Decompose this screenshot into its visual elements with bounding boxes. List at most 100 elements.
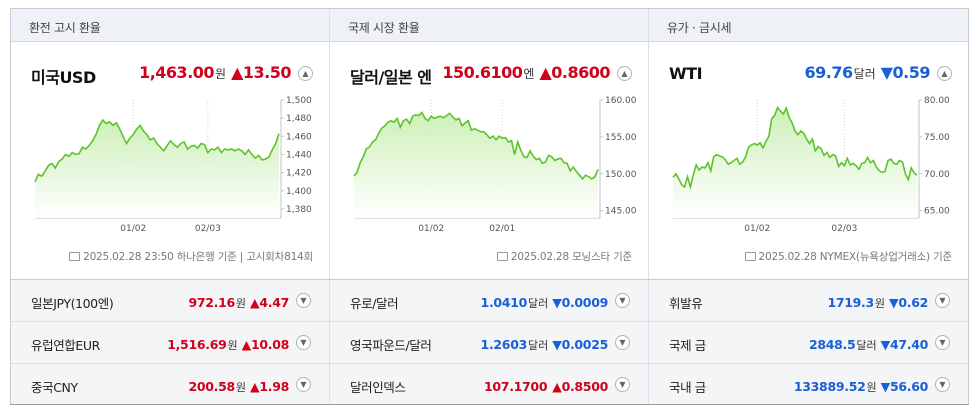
x-tick-label: 01/02	[418, 224, 444, 234]
rate-item[interactable]: 중국CNY 200.58원 ▲1.98 ▼	[11, 364, 330, 404]
rate-item[interactable]: 유럽연합EUR 1,516.69원 ▲10.08 ▼	[11, 322, 330, 363]
item-change: ▼56.60	[880, 379, 929, 394]
wti-chart: 01/02 02/03 80.00 75.00 70.00 65.00	[672, 96, 950, 234]
item-value: 1,516.69원 ▲10.08	[167, 334, 289, 353]
series-line	[353, 111, 599, 181]
y-tick-label: 1,500	[286, 96, 312, 106]
chevron-down-icon[interactable]: ▼	[296, 335, 311, 350]
panel-header[interactable]: 유가 · 금시세	[649, 9, 968, 42]
y-tick-label: 1,480	[286, 114, 312, 124]
y-tick-label: 80.00	[924, 96, 950, 106]
price: 69.76	[804, 63, 854, 82]
y-tick-label: 1,460	[286, 132, 312, 142]
item-unit: 원	[227, 339, 238, 352]
item-change: ▲0.8500	[552, 379, 608, 394]
panel-intl: 국제 시장 환율 달러/일본 엔 150.6100엔 ▲0.8600 ▲ 01/0…	[330, 9, 649, 279]
rate-list-row: 일본JPY(100엔) 972.16원 ▲4.47 ▼ 유로/달러 1.0410달러 ▼0…	[11, 280, 968, 322]
rate-item[interactable]: 유로/달러 1.0410달러 ▼0.0009 ▼	[330, 280, 649, 321]
item-change: ▼0.62	[889, 295, 928, 310]
chevron-down-icon[interactable]: ▼	[935, 377, 950, 392]
y-tick-label: 150.00	[605, 170, 637, 180]
chevron-down-icon[interactable]: ▼	[615, 335, 630, 350]
item-value: 972.16원 ▲4.47	[188, 292, 289, 311]
change-arrow: ▼	[880, 63, 893, 82]
note-text: 2025.02.28 23:50 하나은행 기준 | 고시회차814회	[83, 251, 313, 263]
area-fill	[35, 120, 279, 218]
panel-header[interactable]: 환전 고시 환율	[11, 9, 329, 42]
y-tick-label: 1,380	[286, 205, 312, 215]
rate-item[interactable]: 달러인덱스 107.1700 ▲0.8500 ▼	[330, 364, 649, 404]
x-tick-label: 01/02	[120, 224, 146, 234]
panel-header[interactable]: 국제 시장 환율	[330, 9, 648, 42]
change-value: 47.40	[889, 337, 928, 352]
item-unit: 원	[235, 297, 247, 310]
chevron-up-icon[interactable]: ▲	[298, 66, 313, 81]
change-arrow: ▼	[552, 295, 562, 310]
chevron-down-icon[interactable]: ▼	[935, 335, 950, 350]
change-value: 1.98	[259, 379, 289, 394]
item-change: ▼0.0009	[552, 295, 608, 310]
item-change: ▼47.40	[881, 337, 929, 352]
item-change: ▼0.0025	[552, 337, 608, 352]
price: 1,463.00	[139, 63, 215, 82]
change-value: 0.8500	[561, 379, 609, 394]
item-name: 영국파운드/달러	[350, 338, 432, 353]
item-unit: 원	[866, 381, 877, 394]
change-arrow: ▼	[552, 337, 562, 352]
item-unit: 달러	[527, 297, 549, 310]
rate-value: 69.76달러 ▼0.59	[805, 63, 931, 82]
chevron-up-icon[interactable]: ▲	[617, 66, 632, 81]
item-unit: 원	[874, 297, 886, 310]
change-arrow: ▲	[250, 379, 260, 394]
currency-name: 미국USD	[31, 68, 96, 87]
price: 150.6100	[442, 63, 523, 82]
chevron-down-icon[interactable]: ▼	[296, 377, 311, 392]
main-rate-row[interactable]: 미국USD 1,463.00원 ▲13.50 ▲	[31, 62, 313, 87]
chevron-up-icon[interactable]: ▲	[937, 66, 952, 81]
item-value: 200.58원 ▲1.98	[188, 376, 289, 395]
chevron-down-icon[interactable]: ▼	[615, 377, 630, 392]
source-note: 2025.02.28 NYMEX(뉴욕상업거래소) 기준	[744, 249, 953, 264]
item-price: 133889.52	[793, 379, 866, 394]
item-name: 일본JPY(100엔)	[31, 296, 114, 311]
rate-item[interactable]: 국제 금 2848.5달러 ▼47.40 ▼	[649, 322, 968, 363]
item-value: 107.1700 ▲0.8500	[484, 376, 608, 395]
item-price: 107.1700	[484, 379, 548, 394]
panel-oil-gold: 유가 · 금시세 WTI 69.76달러 ▼0.59 ▲ 01/02 02/03 80…	[649, 9, 968, 279]
item-value: 1.0410달러 ▼0.0009	[481, 292, 609, 311]
item-value: 1719.3원 ▼0.62	[827, 292, 928, 311]
chevron-down-icon[interactable]: ▼	[296, 293, 311, 308]
item-unit: 달러	[527, 339, 549, 352]
y-tick-label: 160.00	[605, 96, 637, 106]
change: ▲0.8600	[539, 63, 610, 82]
rate-item[interactable]: 일본JPY(100엔) 972.16원 ▲4.47 ▼	[11, 280, 330, 321]
chevron-down-icon[interactable]: ▼	[615, 293, 630, 308]
rate-item[interactable]: 국내 금 133889.52원 ▼56.60 ▼	[649, 364, 968, 404]
change-arrow: ▲	[231, 63, 243, 82]
main-rate-row[interactable]: 달러/일본 엔 150.6100엔 ▲0.8600 ▲	[350, 62, 632, 87]
rate-item[interactable]: 영국파운드/달러 1.2603달러 ▼0.0025 ▼	[330, 322, 649, 363]
change-arrow: ▼	[880, 379, 891, 394]
calendar-icon	[69, 252, 81, 261]
change-value: 4.47	[259, 295, 289, 310]
source-note: 2025.02.28 모닝스타 기준	[496, 249, 632, 264]
calendar-icon	[496, 252, 508, 261]
y-tick-label: 1,420	[286, 169, 312, 179]
chevron-down-icon[interactable]: ▼	[935, 293, 950, 308]
item-name: 달러인덱스	[350, 380, 406, 395]
x-tick-label: 01/02	[744, 224, 770, 234]
item-name: 국제 금	[669, 338, 706, 353]
rate-item[interactable]: 휘발유 1719.3원 ▼0.62 ▼	[649, 280, 968, 321]
note-text: 2025.02.28 모닝스타 기준	[510, 251, 632, 263]
rate-list: 일본JPY(100엔) 972.16원 ▲4.47 ▼ 유로/달러 1.0410달러 ▼0…	[11, 279, 968, 404]
market-widget: 환전 고시 환율 미국USD 1,463.00원 ▲13.50 ▲ 01/02 02…	[10, 8, 969, 405]
change-value: 0.62	[898, 295, 928, 310]
currency-name: 달러/일본 엔	[350, 68, 432, 87]
item-unit: 달러	[856, 339, 877, 352]
unit: 엔	[523, 67, 535, 81]
item-change: ▲10.08	[242, 337, 290, 352]
usd-chart: 01/02 02/03 1,500 1,480 1,460 1,440 1,420 1,400…	[34, 96, 312, 234]
main-rate-row[interactable]: WTI 69.76달러 ▼0.59 ▲	[669, 62, 952, 84]
change-arrow: ▲	[250, 295, 260, 310]
note-text: 2025.02.28 NYMEX(뉴욕상업거래소) 기준	[758, 251, 953, 263]
